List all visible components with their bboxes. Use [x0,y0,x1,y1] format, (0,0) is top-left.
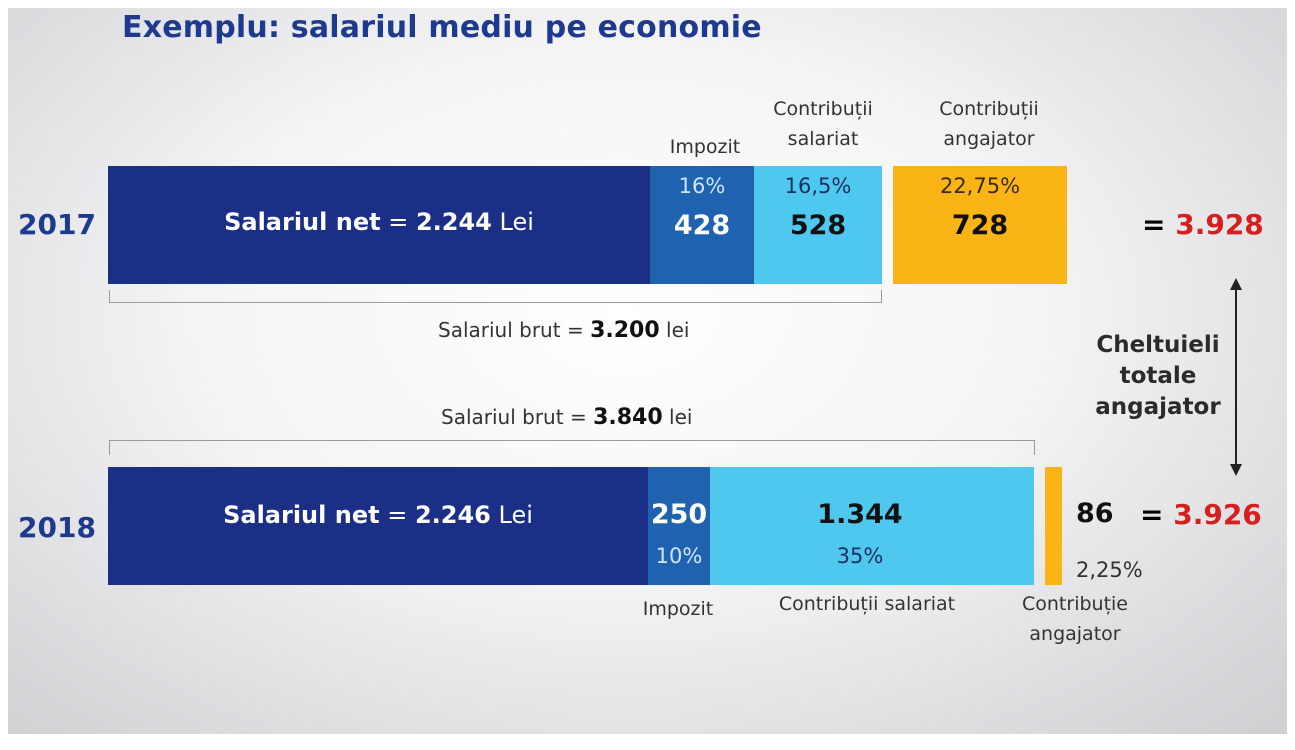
net-value: 2.244 [415,208,492,236]
brut-bracket-2018 [109,440,1035,455]
impozit-pct-2018: 10% [655,544,703,568]
contrib-salariat-pct-2017: 16,5% [784,174,852,198]
label-impozit-2018: Impozit [642,598,714,620]
contrib-angajator-pct-2018: 2,25% [1076,558,1143,582]
side-note-line: Cheltuieli [1096,332,1220,358]
label-contrib-angajator-2018: Contribuție angajator [1002,589,1148,649]
contrib-angajator-value-2017: 728 [951,210,1009,241]
net-label: Salariul net [224,208,381,236]
contrib-angajator-value-2018: 86 [1076,498,1114,529]
brut-text-2017: Salariul brut = 3.200 lei [438,318,689,343]
contrib-salariat-value-2017: 528 [789,210,847,241]
brut-value: 3.840 [593,405,663,430]
net-text-2017: Salariul net = 2.244 Lei [108,208,650,236]
bar-contrib-salariat-2018: 1.344 35% [710,467,1034,585]
total-2017: = 3.928 [1142,208,1264,241]
label-contrib-angajator-2017: Contribuții angajator [914,94,1064,154]
label-impozit-2017: Impozit [669,136,741,158]
brut-label: Salariul brut [438,318,561,342]
label-line: Contribuție [1022,593,1128,615]
bar-contrib-angajator-2017: 22,75% 728 [893,166,1067,284]
brut-unit: lei [669,405,693,429]
impozit-value-2018: 250 [650,499,708,530]
bar-contrib-salariat-2017: 16,5% 528 [754,166,882,284]
net-eq: = [387,501,408,529]
label-line: Contribuții [773,98,873,120]
net-eq: = [388,208,409,236]
double-arrow-icon [1230,278,1242,476]
brut-label: Salariul brut [441,405,564,429]
bar-contrib-angajator-2018 [1045,467,1062,585]
contrib-salariat-pct-2018: 35% [836,544,884,568]
brut-value: 3.200 [590,318,660,343]
contrib-angajator-pct-2017: 22,75% [939,174,1021,198]
brut-eq: = [566,318,584,342]
label-contrib-salariat-2018: Contribuții salariat [778,593,956,615]
total-2018: = 3.926 [1140,498,1262,531]
net-unit: Lei [499,208,534,236]
bar-net-2017: Salariul net = 2.244 Lei [108,166,650,284]
brut-eq: = [569,405,587,429]
label-contrib-salariat-2017: Contribuții salariat [748,94,898,154]
bar-impozit-2018: 250 10% [648,467,710,585]
brut-text-2018: Salariul brut = 3.840 lei [441,405,692,430]
bar-impozit-2017: 16% 428 [650,166,754,284]
chart-title: Exemplu: salariul mediu pe economie [122,10,762,45]
net-unit: Lei [498,501,533,529]
label-line: angajator [1029,623,1121,645]
side-note-line: totale [1119,363,1197,389]
side-note: Cheltuieli totale angajator [1078,330,1238,423]
total-eq: = [1140,498,1164,531]
label-line: Contribuții [939,98,1039,120]
brut-unit: lei [666,318,690,342]
impozit-value-2017: 428 [673,210,731,241]
side-note-line: angajator [1095,394,1221,420]
total-value: 3.928 [1175,208,1264,241]
slide-background [8,8,1287,734]
contrib-salariat-value-2018: 1.344 [817,499,903,530]
impozit-pct-2017: 16% [678,174,726,198]
bar-net-2018: Salariul net = 2.246 Lei [108,467,648,585]
label-line: salariat [787,128,859,150]
year-label-2017: 2017 [18,208,96,241]
label-line: angajator [943,128,1035,150]
net-text-2018: Salariul net = 2.246 Lei [108,501,648,529]
year-label-2018: 2018 [18,511,96,544]
total-value: 3.926 [1173,498,1262,531]
total-eq: = [1142,208,1166,241]
net-label: Salariul net [223,501,380,529]
brut-bracket-2017 [109,290,882,303]
net-value: 2.246 [414,501,491,529]
